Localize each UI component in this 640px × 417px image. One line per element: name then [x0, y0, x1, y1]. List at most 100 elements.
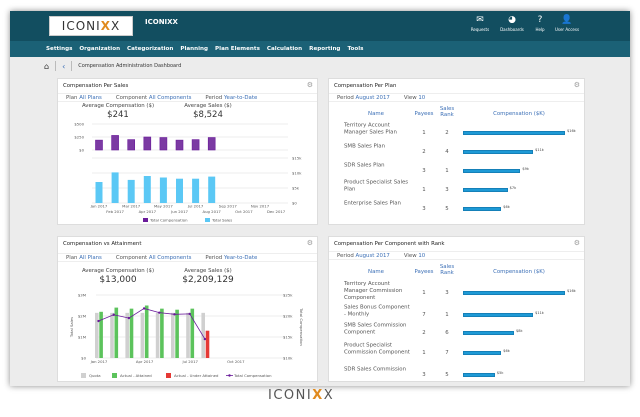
- row-payees: 7: [422, 312, 426, 318]
- row-name: Territory Account Manager Sales Plan: [344, 122, 397, 136]
- period-label: Period: [205, 254, 223, 261]
- nav-item-calculation[interactable]: Calculation: [266, 46, 303, 52]
- row-payees: 2: [422, 330, 426, 336]
- gear-icon[interactable]: ⚙: [573, 81, 580, 89]
- row-rank: 5: [445, 372, 449, 378]
- app-title: ICONIXX: [145, 18, 178, 26]
- component-label: Component: [115, 254, 148, 261]
- iconixx-logo[interactable]: ICONIXX: [49, 16, 133, 36]
- period-filter[interactable]: August 2017: [355, 252, 390, 259]
- column-header-2[interactable]: Sales Rank: [439, 264, 455, 276]
- panel-title: Compensation Per Component with Rank: [334, 241, 445, 247]
- period-label: Period: [337, 252, 354, 259]
- comp-bar: [463, 291, 565, 295]
- nav-item-settings[interactable]: Settings: [46, 46, 73, 52]
- comp-bar-label: $11k: [535, 311, 544, 315]
- nav-item-categorization[interactable]: Categorization: [127, 46, 174, 52]
- period-filter[interactable]: August 2017: [355, 94, 390, 101]
- plan-filter[interactable]: All Plans: [79, 94, 102, 101]
- comp-bar-label: $5k: [496, 371, 504, 375]
- requests-button[interactable]: ✉ Requests: [465, 15, 495, 32]
- comp-bar: [463, 131, 565, 135]
- nav-item-organization[interactable]: Organization: [79, 46, 121, 52]
- row-payees: 1: [422, 350, 426, 356]
- row-name: SMB Sales Plan: [344, 143, 386, 150]
- help-label: Help: [535, 27, 545, 32]
- comp-bar: [463, 169, 521, 173]
- column-header-1[interactable]: Payees: [414, 111, 434, 117]
- row-rank: 1: [445, 312, 449, 318]
- nav-item-plan-elements[interactable]: Plan Elements: [215, 46, 260, 52]
- row-rank: 3: [445, 187, 449, 193]
- row-name: Product Specialist Sales Plan: [344, 179, 409, 193]
- back-chevron-icon[interactable]: ‹: [62, 61, 66, 71]
- comp-bar-label: $11k: [535, 148, 544, 152]
- dashboards-label: Dashboards: [500, 27, 524, 32]
- row-name: SDR Sales Plan: [344, 162, 385, 169]
- row-name: Product Specialist Commission Component: [344, 342, 410, 356]
- period-label: Period: [337, 94, 354, 101]
- dashboards-icon: ◕: [508, 15, 516, 25]
- component-filter[interactable]: All Components: [148, 254, 192, 261]
- column-header-3[interactable]: Compensation ($K): [493, 269, 545, 275]
- comp-bar: [463, 150, 534, 154]
- view-filter[interactable]: 10: [418, 252, 426, 259]
- gear-icon[interactable]: ⚙: [306, 239, 313, 247]
- row-payees: 2: [422, 149, 426, 155]
- row-payees: 1: [422, 130, 426, 136]
- gear-icon[interactable]: ⚙: [573, 239, 580, 247]
- avg-sales: Average Sales ($) $2,209,129: [182, 268, 234, 285]
- comp-bar: [463, 351, 502, 355]
- comp-bar-label: $16k: [567, 289, 576, 293]
- user-access-label: User Access: [554, 27, 580, 32]
- row-rank: 5: [445, 206, 449, 212]
- avg-compensation: Average Compensation ($) $241: [81, 103, 155, 120]
- column-header-3[interactable]: Compensation ($K): [493, 111, 545, 117]
- component-filter[interactable]: All Components: [148, 94, 192, 101]
- column-header-2[interactable]: Sales Rank: [439, 106, 455, 118]
- period-label: Period: [205, 94, 223, 101]
- panel-compensation-vs-attainment: Compensation vs Attainment ⚙ Plan All Pl…: [57, 236, 318, 382]
- row-payees: 3: [422, 168, 426, 174]
- help-button[interactable]: ? Help: [525, 15, 555, 32]
- page-title: Compensation Administration Dashboard: [78, 63, 182, 69]
- component-label: Component: [115, 94, 148, 101]
- footer-logo: ICONIXX: [268, 388, 335, 403]
- panel-title: Compensation Per Plan: [334, 83, 397, 89]
- comp-bar: [463, 331, 514, 335]
- panel-title: Compensation Per Sales: [63, 83, 129, 89]
- comp-bar-label: $7k: [509, 186, 517, 190]
- gear-icon[interactable]: ⚙: [306, 81, 313, 89]
- row-name: Sales Bonus Component - Monthly: [344, 304, 410, 318]
- period-filter[interactable]: Year-to-Date: [223, 94, 258, 101]
- column-header-0[interactable]: Name: [368, 111, 384, 117]
- requests-label: Requests: [470, 27, 490, 32]
- column-header-1[interactable]: Payees: [414, 269, 434, 275]
- nav-item-planning[interactable]: Planning: [180, 46, 209, 52]
- comp-bar-label: $16k: [567, 129, 576, 133]
- row-rank: 1: [445, 168, 449, 174]
- comp-bar: [463, 188, 508, 192]
- row-payees: 1: [422, 290, 426, 296]
- avg-compensation: Average Compensation ($) $13,000: [81, 268, 155, 285]
- user-access-button[interactable]: 👤 User Access: [552, 15, 582, 32]
- column-header-0[interactable]: Name: [368, 269, 384, 275]
- nav-item-tools[interactable]: Tools: [347, 46, 364, 52]
- dashboards-button[interactable]: ◕ Dashboards: [497, 15, 527, 32]
- avg-sales: Average Sales ($) $8,524: [184, 103, 232, 120]
- plan-filter[interactable]: All Plans: [79, 254, 102, 261]
- nav-item-reporting[interactable]: Reporting: [309, 46, 341, 52]
- requests-icon: ✉: [476, 15, 484, 25]
- comp-bar-label: $6k: [503, 349, 510, 353]
- help-icon: ?: [537, 15, 543, 25]
- view-filter[interactable]: 10: [418, 94, 426, 101]
- home-icon[interactable]: ⌂: [44, 61, 50, 71]
- user-access-icon: 👤: [561, 15, 573, 25]
- plan-label: Plan: [66, 94, 78, 101]
- comp-bar: [463, 373, 495, 377]
- row-rank: 6: [445, 330, 449, 336]
- period-filter[interactable]: Year-to-Date: [223, 254, 258, 261]
- comp-bar-label: $6k: [503, 205, 510, 209]
- row-rank: 4: [445, 149, 449, 155]
- row-payees: 1: [422, 187, 426, 193]
